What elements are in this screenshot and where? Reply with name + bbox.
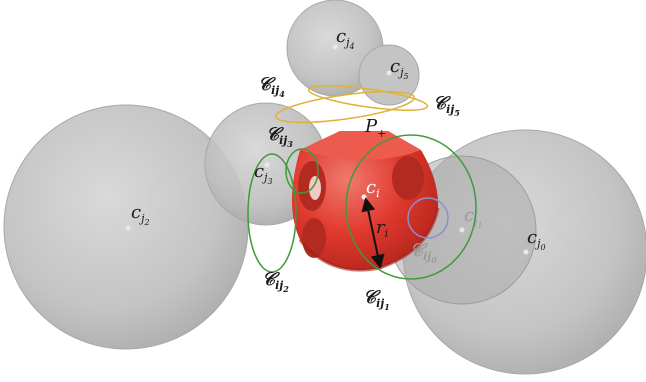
label-Cij4: 𝒞ij4 xyxy=(258,74,285,99)
label-cj2: cj2 xyxy=(131,202,150,227)
circle-Cij0 xyxy=(407,197,449,239)
circle-Cij3 xyxy=(285,148,319,194)
red-cell-hole-left-inner xyxy=(309,176,321,200)
center-j5 xyxy=(386,70,392,76)
label-ci: ci xyxy=(366,177,380,200)
red-cell-hole-bottom xyxy=(302,218,326,258)
label-Cij2: 𝒞ij2 xyxy=(262,269,289,294)
circle-Cij1 xyxy=(345,134,477,280)
center-j3 xyxy=(264,162,270,168)
label-cj3: cj3 xyxy=(254,161,273,186)
label-cj1: cj1 xyxy=(464,205,483,230)
red-cell-hole-right xyxy=(392,156,424,200)
center-j2 xyxy=(125,225,131,231)
circle-Cij4 xyxy=(274,90,416,124)
radius-arrow xyxy=(361,197,385,269)
label-Cij1: 𝒞ij1 xyxy=(363,287,390,312)
circle-Cij2 xyxy=(247,153,297,273)
label-pplus: P+ xyxy=(364,116,386,140)
center-j0 xyxy=(523,249,529,255)
label-cj0: cj0 xyxy=(527,227,546,252)
label-ri: ri xyxy=(376,217,388,240)
center-j4 xyxy=(332,44,338,50)
label-Cij5: 𝒞ij5 xyxy=(433,93,460,118)
center-j1 xyxy=(459,227,465,233)
circle-Cij5 xyxy=(307,85,429,111)
label-cj4: cj4 xyxy=(336,26,355,51)
label-cj5: cj5 xyxy=(390,56,409,81)
